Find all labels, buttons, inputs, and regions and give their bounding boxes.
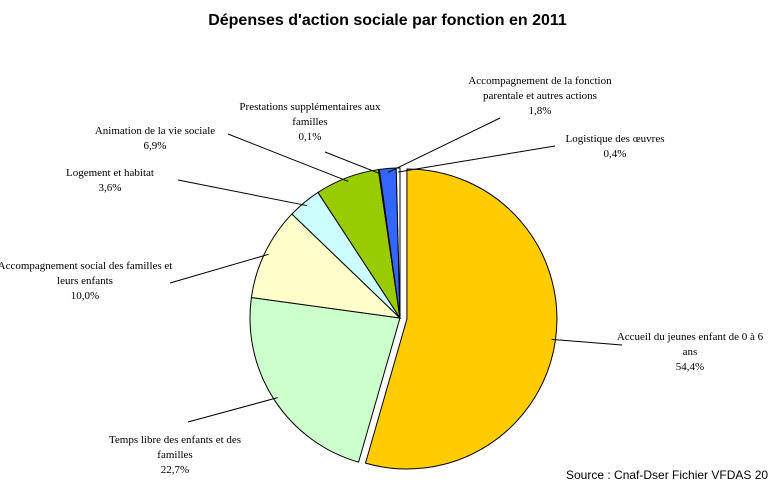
value-label: 0,1% — [298, 131, 322, 143]
value-label: 10,0% — [70, 290, 100, 302]
slice-label: Logement et habitat 3,6% — [45, 166, 175, 196]
category-label: Accompagnement social des familles et le… — [0, 260, 173, 287]
value-label: 0,4% — [603, 148, 627, 160]
leader-line — [227, 133, 349, 182]
pie-slice — [250, 213, 402, 319]
slice-label: Accueil du jeunes enfant de 0 à 6 ans 54,… — [615, 330, 765, 375]
category-label: Accueil du jeunes enfant de 0 à 6 ans — [616, 331, 764, 358]
category-label: Logistique des œuvres — [565, 133, 665, 145]
category-label: Animation de la vie sociale — [94, 125, 216, 137]
leader-line — [187, 397, 278, 423]
slice-label: Prestations supplémentaires aux familles… — [230, 100, 390, 145]
value-label: 6,9% — [143, 140, 167, 152]
category-label: Logement et habitat — [66, 167, 154, 179]
chart-title: Dépenses d'action sociale par fonction e… — [208, 12, 567, 29]
slice-label: Accompagnement social des familles et le… — [0, 259, 173, 304]
slice-label: Temps libre des enfants et des familles 2… — [100, 433, 250, 478]
slice-label: Animation de la vie sociale 6,9% — [75, 124, 235, 154]
leader-line — [169, 253, 269, 284]
value-label: 1,8% — [528, 105, 552, 117]
slice-label: Accompagnement de la fonction parentale … — [448, 74, 633, 119]
leader-line — [398, 145, 556, 173]
pie-slice — [395, 167, 401, 319]
value-label: 54,4% — [675, 361, 705, 373]
leader-line — [387, 117, 501, 173]
category-label: Temps libre des enfants et des familles — [108, 434, 242, 461]
slice-label: Logistique des œuvres 0,4% — [550, 132, 680, 162]
category-label: Accompagnement de la fonction parentale … — [468, 75, 612, 102]
pie-slice — [249, 296, 401, 463]
category-label: Prestations supplémentaires aux familles — [239, 101, 381, 128]
leader-line — [324, 151, 380, 174]
value-label: 22,7% — [160, 464, 190, 476]
value-label: 3,6% — [98, 182, 122, 194]
leader-line — [551, 338, 623, 346]
leader-line — [177, 179, 307, 207]
source-note: Source : Cnaf-Dser Fichier VFDAS 20 — [566, 468, 769, 482]
